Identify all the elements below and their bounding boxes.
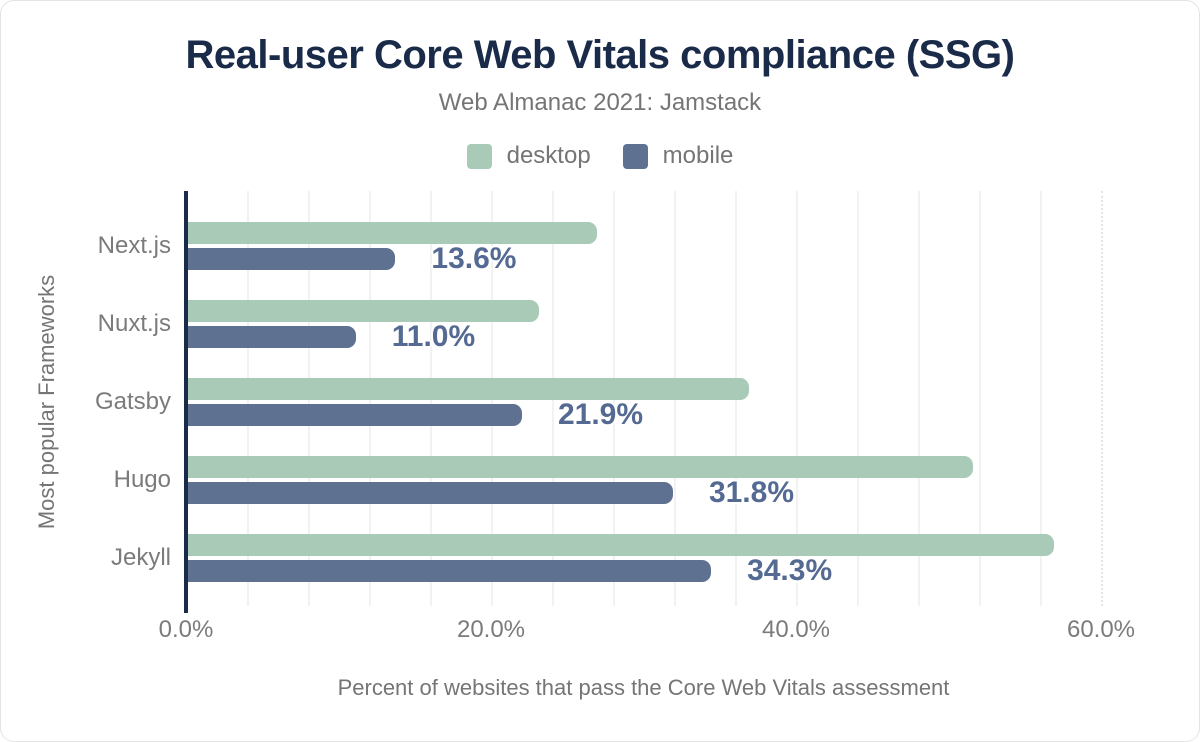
gridline-48pct [918,191,920,606]
legend-item-desktop: desktop [466,142,591,170]
y-tick-label-gatsby: Gatsby [94,388,171,415]
value-label-mobile-jekyll: 34.3% [747,554,833,587]
bar-mobile-nuxt-js [188,326,356,348]
x-tick-label-0pct: 0.0% [158,616,214,643]
legend-item-mobile: mobile [622,142,734,170]
bar-mobile-hugo [188,482,673,504]
value-label-mobile-next-js: 13.6% [431,242,517,275]
legend-label-desktop: desktop [506,142,591,169]
gridline-60pct [1101,191,1105,606]
x-tick-label-40pct: 40.0% [761,616,831,643]
bar-desktop-hugo [188,456,974,478]
gridline-40pct [796,191,798,606]
y-tick-label-hugo: Hugo [113,466,171,493]
x-tick-label-60pct: 60.0% [1066,616,1136,643]
value-label-mobile-hugo: 31.8% [708,476,795,509]
bar-mobile-jekyll [188,560,712,582]
bar-desktop-gatsby [188,378,750,400]
gridline-52pct [979,191,981,606]
chart-title: Real-user Core Web Vitals compliance (SS… [185,33,1015,77]
bar-desktop-next-js [188,222,597,244]
bar-desktop-nuxt-js [188,300,539,322]
plot-area: 13.6% 11.0% 21.9% 31.8% 34.3% [184,191,1141,613]
legend-swatch-desktop-icon [466,143,492,169]
gridline-56pct [1040,191,1042,606]
x-tick-label-20pct: 20.0% [456,616,526,643]
x-axis-title: Percent of websites that pass the Core W… [337,675,950,700]
legend: desktop mobile [1,142,1199,170]
legend-label-mobile: mobile [662,142,734,169]
y-tick-label-nuxt-js: Nuxt.js [97,310,171,337]
bar-desktop-jekyll [188,534,1055,556]
value-label-mobile-gatsby: 21.9% [557,398,644,431]
bar-mobile-next-js [188,248,396,270]
y-tick-label-jekyll: Jekyll [110,544,171,571]
y-axis-line [184,191,188,613]
bar-mobile-gatsby [188,404,522,426]
chart-subtitle: Web Almanac 2021: Jamstack [438,89,762,116]
legend-swatch-mobile-icon [622,143,648,169]
value-label-mobile-nuxt-js: 11.0% [391,320,476,353]
y-tick-label-next-js: Next.js [97,232,171,259]
gridline-44pct [857,191,859,606]
